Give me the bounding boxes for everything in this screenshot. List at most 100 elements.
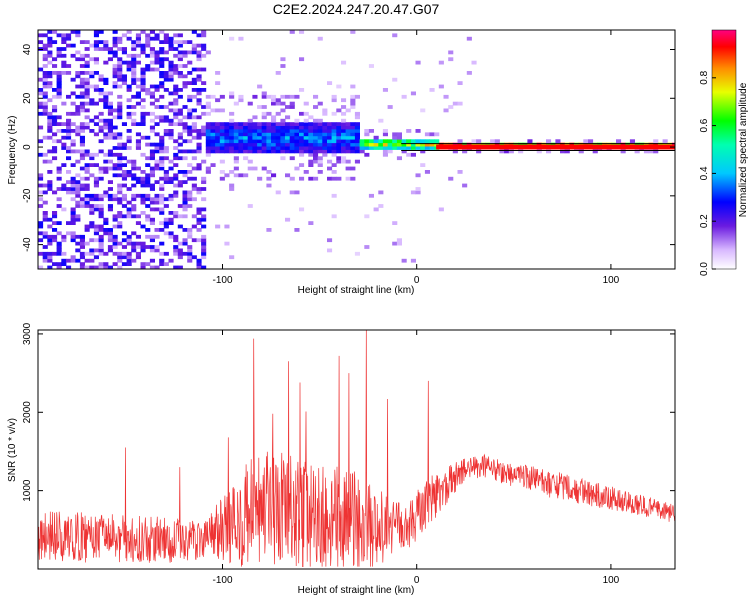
heatmap-cell: [187, 231, 193, 236]
heatmap-cell: [233, 156, 239, 161]
heatmap-cell: [275, 71, 281, 75]
heatmap-cell: [131, 57, 137, 62]
heatmap-cell: [52, 94, 58, 99]
heatmap-cell: [84, 125, 90, 130]
heatmap-cell: [187, 129, 193, 133]
heatmap-cell: [140, 43, 146, 48]
heatmap-cell: [126, 129, 132, 133]
heatmap-cell: [84, 163, 90, 167]
heatmap-cell: [163, 149, 169, 154]
heatmap-cell: [303, 142, 309, 147]
heatmap-cell: [66, 33, 72, 38]
heatmap-cell: [187, 115, 193, 120]
heatmap-cell: [448, 57, 454, 62]
heatmap-cell: [415, 60, 421, 65]
heatmap-cell: [47, 224, 53, 229]
heatmap-cell: [410, 139, 416, 144]
heatmap-cell: [313, 129, 319, 133]
heatmap-cell: [378, 146, 384, 150]
heatmap-cell: [648, 142, 654, 147]
heatmap-cell: [196, 33, 202, 38]
heatmap-cell: [229, 183, 235, 188]
heatmap-cell: [89, 204, 95, 208]
heatmap-cell: [117, 173, 123, 178]
heatmap-cell: [177, 149, 183, 154]
heatmap-cell: [145, 111, 151, 116]
heatmap-cell: [648, 149, 654, 154]
heatmap-cell: [336, 146, 342, 150]
heatmap-cell: [187, 251, 193, 256]
heatmap-cell: [546, 139, 552, 144]
heatmap-cell: [331, 214, 337, 219]
heatmap-cell: [145, 234, 151, 239]
heatmap-cell: [327, 159, 333, 164]
heatmap-cell: [177, 50, 183, 55]
heatmap-cell: [252, 115, 258, 120]
heatmap-cell: [93, 152, 99, 157]
heatmap-cell: [168, 47, 174, 51]
heatmap-cell: [47, 30, 53, 34]
heatmap-cell: [341, 142, 347, 147]
heatmap-cell: [634, 149, 640, 154]
heatmap-cell: [42, 251, 48, 256]
heatmap-cell: [56, 71, 62, 75]
heatmap-cell: [229, 187, 235, 191]
heatmap-cell: [173, 234, 179, 239]
heatmap-cell: [52, 228, 58, 232]
heatmap-cell: [103, 43, 109, 48]
heatmap-cell: [629, 142, 635, 147]
heatmap-cell: [182, 105, 188, 109]
heatmap-cell: [196, 146, 202, 150]
heatmap-cell: [317, 135, 323, 140]
heatmap-cell: [308, 129, 314, 133]
heatmap-cell: [215, 142, 221, 147]
heatmap-cell: [135, 241, 141, 246]
heatmap-cell: [219, 176, 225, 181]
heatmap-cell: [289, 30, 295, 34]
heatmap-cell: [327, 125, 333, 130]
heatmap-cell: [410, 142, 416, 147]
heatmap-cell: [280, 94, 286, 99]
heatmap-cell: [42, 211, 48, 215]
heatmap-cell: [117, 132, 123, 137]
heatmap-cell: [205, 142, 211, 147]
heatmap-cell: [117, 105, 123, 109]
heatmap-cell: [103, 98, 109, 103]
heatmap-cell: [121, 122, 127, 126]
heatmap-cell: [196, 238, 202, 243]
heatmap-cell: [275, 149, 281, 154]
heatmap-cell: [145, 43, 151, 48]
heatmap-cell: [135, 255, 141, 260]
heatmap-cell: [177, 64, 183, 68]
heatmap-cell: [424, 142, 430, 147]
heatmap-cell: [140, 176, 146, 181]
heatmap-cell: [75, 30, 81, 34]
heatmap-cell: [345, 146, 351, 150]
heatmap-cell: [126, 67, 132, 72]
heatmap-cell: [84, 193, 90, 198]
colorbar-tick-label: 0.8: [699, 70, 710, 84]
heatmap-cell: [191, 125, 197, 130]
heatmap-cell: [52, 132, 58, 137]
heatmap-cell: [462, 183, 468, 188]
heatmap-cell: [140, 105, 146, 109]
heatmap-cell: [266, 142, 272, 147]
heatmap-cell: [56, 204, 62, 208]
heatmap-cell: [438, 60, 444, 65]
heatmap-cell: [75, 50, 81, 55]
heatmap-cell: [70, 255, 76, 260]
heatmap-cell: [382, 132, 388, 137]
heatmap-cell: [159, 94, 165, 99]
heatmap-cell: [70, 163, 76, 167]
heatmap-cell: [149, 173, 155, 178]
heatmap-cell: [187, 193, 193, 198]
heatmap-cell: [331, 193, 337, 198]
heatmap-cell: [107, 50, 113, 55]
heatmap-cell: [66, 118, 72, 123]
heatmap-cell: [215, 81, 221, 85]
heatmap-cell: [75, 234, 81, 239]
heatmap-cell: [177, 71, 183, 75]
heatmap-cell: [61, 101, 67, 106]
heatmap-cell: [84, 71, 90, 75]
heatmap-cell: [662, 142, 668, 147]
